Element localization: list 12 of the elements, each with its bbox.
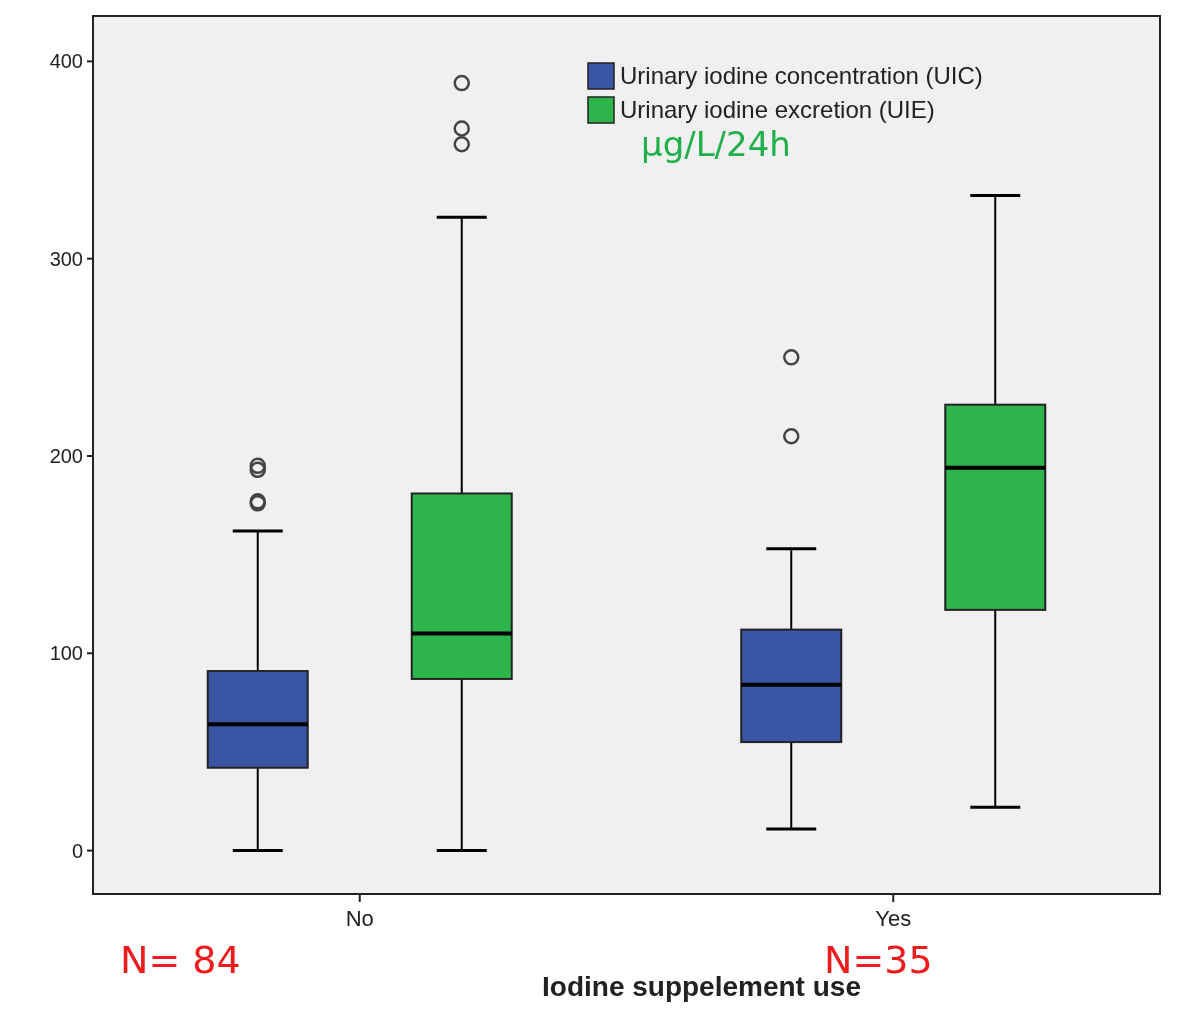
y-tick-label: 200 xyxy=(49,444,83,467)
text: N= 84 xyxy=(120,938,241,982)
legend-label: Urinary iodine concentration (UIC) xyxy=(620,62,983,90)
x-tick-label: Yes xyxy=(875,906,912,931)
x-tick-label: No xyxy=(345,906,374,931)
text: N=35 xyxy=(824,938,933,982)
y-tick-label: 100 xyxy=(49,642,83,665)
annotation: µg/L/24h xyxy=(641,124,791,164)
legend-label: Urinary iodine excretion (UIE) xyxy=(620,96,935,124)
y-tick-label: 400 xyxy=(49,50,83,73)
y-tick-label: 0 xyxy=(71,839,83,862)
y-tick-label: 300 xyxy=(49,247,83,270)
